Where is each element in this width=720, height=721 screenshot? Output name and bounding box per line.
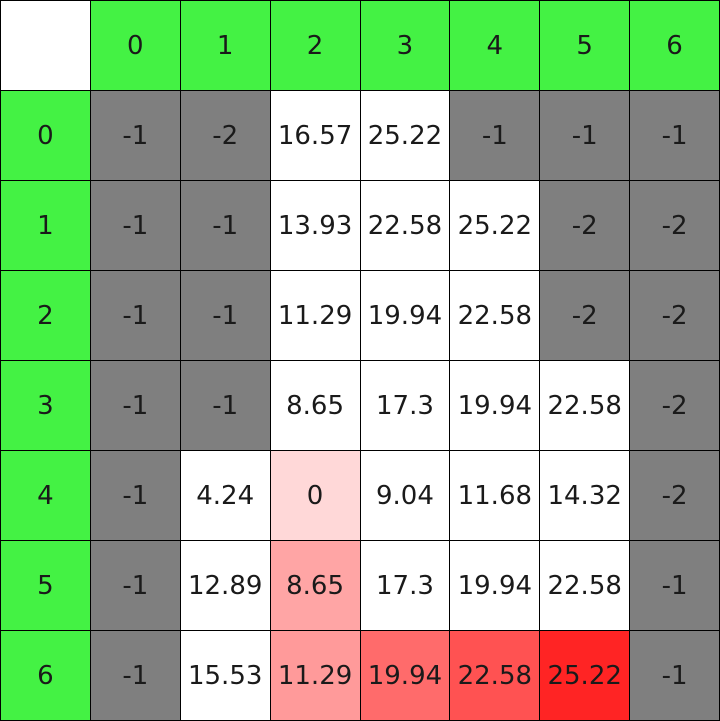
grid-cell-open: 25.22 bbox=[360, 91, 451, 181]
grid-cell-open: 25.22 bbox=[450, 181, 541, 271]
grid-cell-open: 19.94 bbox=[450, 541, 541, 631]
row-header-0: 0 bbox=[1, 91, 91, 181]
grid-cell-wall: -1 bbox=[90, 271, 181, 361]
grid-cell-wall: -1 bbox=[630, 91, 720, 181]
grid-cell-wall: -1 bbox=[90, 361, 181, 451]
grid-cell-wall: -2 bbox=[180, 91, 271, 181]
grid-cell-wall: -1 bbox=[90, 91, 181, 181]
grid-cell-wall: -1 bbox=[540, 91, 631, 181]
grid-cell-open: 12.89 bbox=[180, 541, 271, 631]
grid-cell-open: 14.32 bbox=[540, 451, 631, 541]
row-header-4: 4 bbox=[1, 451, 91, 541]
grid-cell-wall: -2 bbox=[630, 451, 720, 541]
grid-cell-path: 8.65 bbox=[270, 541, 361, 631]
grid-cell-open: 17.3 bbox=[360, 361, 451, 451]
grid-cell-wall: -2 bbox=[630, 271, 720, 361]
grid-cell-open: 9.04 bbox=[360, 451, 451, 541]
column-header-3: 3 bbox=[360, 1, 451, 91]
grid-cell-wall: -2 bbox=[630, 361, 720, 451]
grid-cell-path: 11.29 bbox=[270, 631, 361, 721]
grid-cell-wall: -1 bbox=[450, 91, 541, 181]
grid-cell-open: 22.58 bbox=[540, 541, 631, 631]
grid-cell-open: 19.94 bbox=[360, 271, 451, 361]
column-header-1: 1 bbox=[180, 1, 271, 91]
grid-cell-wall: -1 bbox=[630, 631, 720, 721]
grid-cell-wall: -2 bbox=[540, 271, 631, 361]
grid-cell-wall: -1 bbox=[90, 631, 181, 721]
grid-cell-wall: -1 bbox=[630, 541, 720, 631]
grid-cell-open: 13.93 bbox=[270, 181, 361, 271]
grid-cell-wall: -1 bbox=[180, 271, 271, 361]
corner-cell bbox=[1, 1, 91, 91]
grid-cell-path: 22.58 bbox=[450, 631, 541, 721]
grid-cell-wall: -2 bbox=[630, 181, 720, 271]
grid-cell-open: 4.24 bbox=[180, 451, 271, 541]
grid-cell-open: 11.68 bbox=[450, 451, 541, 541]
row-header-2: 2 bbox=[1, 271, 91, 361]
grid-cell-path: 19.94 bbox=[360, 631, 451, 721]
grid-cell-wall: -1 bbox=[180, 181, 271, 271]
grid-cell-wall: -2 bbox=[540, 181, 631, 271]
column-header-0: 0 bbox=[90, 1, 181, 91]
grid-cell-open: 11.29 bbox=[270, 271, 361, 361]
grid-cell-path: 0 bbox=[270, 451, 361, 541]
row-header-5: 5 bbox=[1, 541, 91, 631]
row-header-1: 1 bbox=[1, 181, 91, 271]
column-header-2: 2 bbox=[270, 1, 361, 91]
grid-cell-open: 16.57 bbox=[270, 91, 361, 181]
grid-cell-wall: -1 bbox=[180, 361, 271, 451]
grid-cell-wall: -1 bbox=[90, 541, 181, 631]
grid-cell-open: 22.58 bbox=[450, 271, 541, 361]
grid-cell-open: 15.53 bbox=[180, 631, 271, 721]
column-header-4: 4 bbox=[450, 1, 541, 91]
column-header-6: 6 bbox=[630, 1, 720, 91]
grid-cell-open: 22.58 bbox=[540, 361, 631, 451]
row-header-6: 6 bbox=[1, 631, 91, 721]
grid-cell-path: 25.22 bbox=[540, 631, 631, 721]
grid-cell-open: 8.65 bbox=[270, 361, 361, 451]
column-header-5: 5 bbox=[540, 1, 631, 91]
row-header-3: 3 bbox=[1, 361, 91, 451]
grid-cell-wall: -1 bbox=[90, 451, 181, 541]
grid-cell-wall: -1 bbox=[90, 181, 181, 271]
grid-cell-open: 22.58 bbox=[360, 181, 451, 271]
grid-cell-open: 17.3 bbox=[360, 541, 451, 631]
grid-cell-open: 19.94 bbox=[450, 361, 541, 451]
